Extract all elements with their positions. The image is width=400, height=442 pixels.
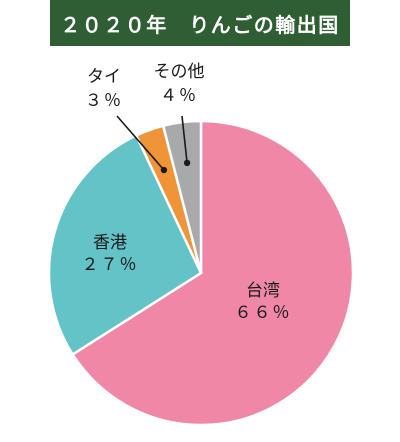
- pie-slices: [47, 119, 355, 427]
- leader-dot-other: [183, 159, 191, 167]
- slice-label-thailand: タイ: [87, 67, 121, 87]
- slice-label-hong-kong: 香港: [93, 233, 127, 253]
- pie-slice-hong-kong: [47, 134, 203, 356]
- leader-lines: [116, 115, 191, 174]
- leader-dot-thailand: [160, 166, 168, 174]
- leader-line-thailand: [116, 115, 165, 171]
- slice-value-taiwan: ６６％: [235, 303, 292, 323]
- leader-line-other: [181, 115, 188, 163]
- chart-title-banner: ２０２０年 りんごの輸出国: [50, 0, 350, 46]
- slice-value-other: ４％: [160, 86, 198, 106]
- slice-label-taiwan: 台湾: [246, 281, 280, 301]
- slice-value-thailand: ３％: [85, 91, 123, 111]
- chart-title: ２０２０年 りんごの輸出国: [60, 12, 340, 37]
- pie-slice-taiwan: [71, 119, 355, 427]
- slice-label-other: その他: [154, 62, 205, 82]
- slice-value-hong-kong: ２７％: [82, 255, 139, 275]
